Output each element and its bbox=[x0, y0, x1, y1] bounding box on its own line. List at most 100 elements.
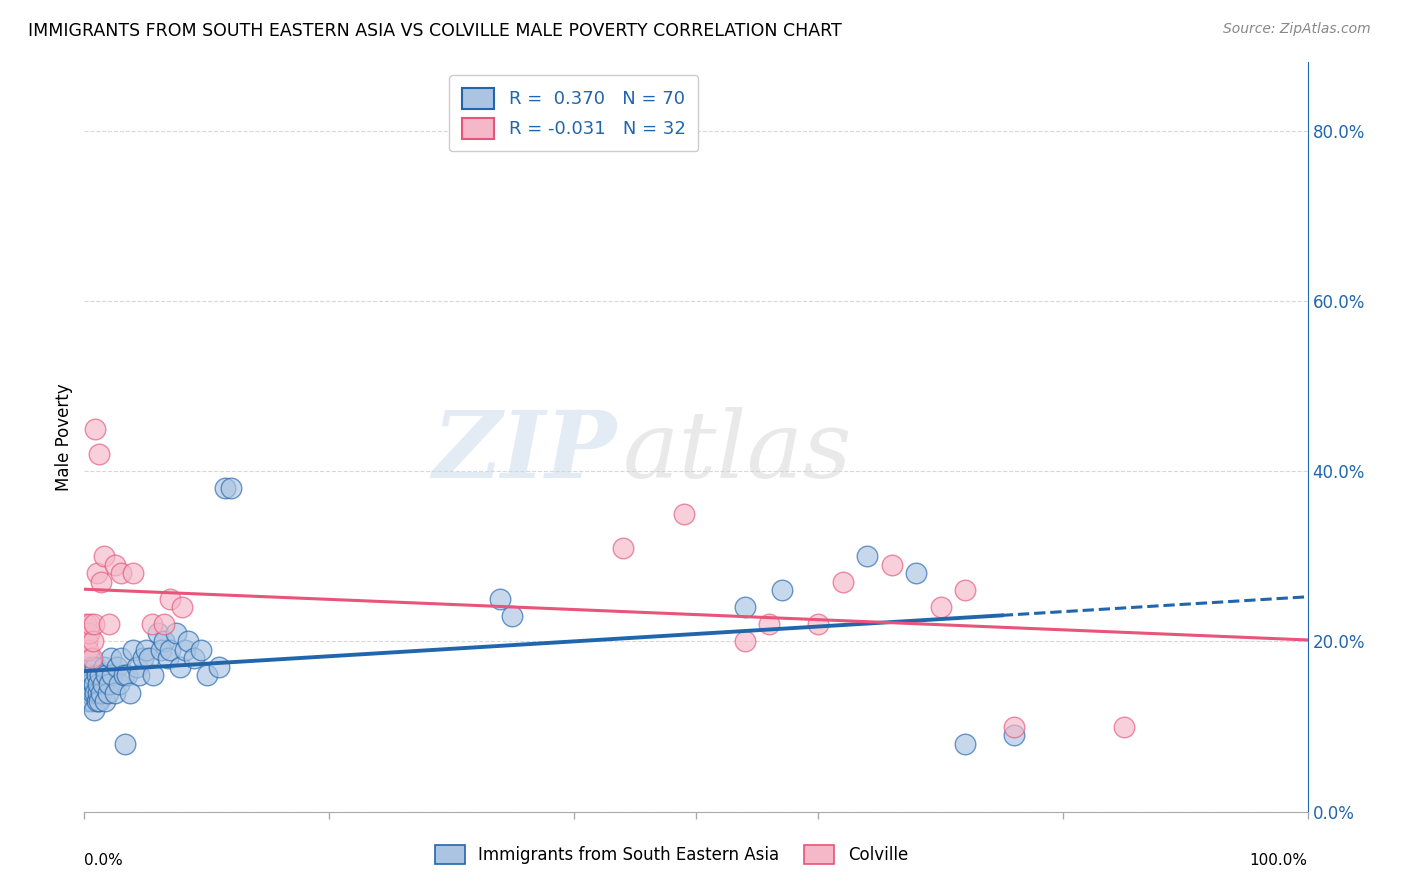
Point bbox=[110, 651, 132, 665]
Point bbox=[953, 737, 976, 751]
Point bbox=[672, 507, 695, 521]
Point bbox=[122, 566, 145, 581]
Point bbox=[114, 737, 136, 751]
Point bbox=[138, 651, 160, 665]
Point bbox=[190, 643, 212, 657]
Point bbox=[153, 634, 176, 648]
Point bbox=[82, 668, 104, 682]
Point bbox=[77, 677, 100, 691]
Point bbox=[79, 617, 101, 632]
Point bbox=[82, 634, 104, 648]
Point bbox=[219, 481, 242, 495]
Point bbox=[104, 685, 127, 699]
Point bbox=[195, 668, 218, 682]
Point bbox=[165, 626, 187, 640]
Point bbox=[856, 549, 879, 564]
Point bbox=[173, 643, 195, 657]
Y-axis label: Male Poverty: Male Poverty bbox=[55, 384, 73, 491]
Point bbox=[112, 668, 135, 682]
Point bbox=[105, 660, 128, 674]
Point bbox=[905, 566, 928, 581]
Point bbox=[214, 481, 236, 495]
Point bbox=[80, 694, 103, 708]
Text: Source: ZipAtlas.com: Source: ZipAtlas.com bbox=[1223, 22, 1371, 37]
Point bbox=[489, 591, 512, 606]
Point bbox=[87, 677, 110, 691]
Point bbox=[177, 634, 200, 648]
Point bbox=[150, 643, 173, 657]
Point bbox=[142, 668, 165, 682]
Point bbox=[153, 617, 176, 632]
Point bbox=[86, 566, 108, 581]
Point bbox=[80, 651, 103, 665]
Point bbox=[770, 583, 793, 598]
Point bbox=[122, 643, 145, 657]
Point bbox=[77, 668, 100, 682]
Point bbox=[75, 685, 97, 699]
Point bbox=[159, 591, 181, 606]
Point bbox=[502, 608, 524, 623]
Point bbox=[90, 574, 112, 589]
Point bbox=[1002, 720, 1025, 734]
Point bbox=[880, 558, 903, 572]
Point bbox=[86, 694, 108, 708]
Point bbox=[100, 651, 122, 665]
Point bbox=[110, 566, 132, 581]
Text: 0.0%: 0.0% bbox=[84, 853, 124, 868]
Point bbox=[79, 651, 101, 665]
Point bbox=[807, 617, 830, 632]
Point bbox=[125, 660, 148, 674]
Point bbox=[107, 677, 129, 691]
Point bbox=[612, 541, 634, 555]
Point bbox=[94, 694, 117, 708]
Point bbox=[77, 694, 100, 708]
Text: 100.0%: 100.0% bbox=[1250, 853, 1308, 868]
Point bbox=[758, 617, 780, 632]
Point bbox=[159, 643, 181, 657]
Point bbox=[734, 634, 756, 648]
Point bbox=[79, 677, 101, 691]
Point bbox=[77, 685, 100, 699]
Point bbox=[115, 668, 138, 682]
Point bbox=[1114, 720, 1136, 734]
Point bbox=[118, 685, 141, 699]
Point bbox=[146, 626, 169, 640]
Point bbox=[93, 549, 115, 564]
Point bbox=[96, 668, 118, 682]
Point bbox=[84, 421, 107, 435]
Point bbox=[1002, 728, 1025, 742]
Point bbox=[75, 617, 97, 632]
Text: IMMIGRANTS FROM SOUTH EASTERN ASIA VS COLVILLE MALE POVERTY CORRELATION CHART: IMMIGRANTS FROM SOUTH EASTERN ASIA VS CO… bbox=[28, 22, 842, 40]
Point bbox=[734, 600, 756, 615]
Point bbox=[82, 685, 104, 699]
Point bbox=[101, 668, 124, 682]
Point bbox=[90, 685, 112, 699]
Point bbox=[89, 668, 111, 682]
Point bbox=[97, 617, 120, 632]
Point bbox=[84, 685, 107, 699]
Point bbox=[83, 677, 105, 691]
Point bbox=[156, 651, 179, 665]
Point bbox=[84, 660, 107, 674]
Point bbox=[953, 583, 976, 598]
Point bbox=[97, 677, 120, 691]
Point bbox=[87, 447, 110, 461]
Point bbox=[128, 668, 150, 682]
Point bbox=[86, 668, 108, 682]
Point bbox=[183, 651, 205, 665]
Point bbox=[83, 702, 105, 716]
Point bbox=[91, 677, 114, 691]
Point bbox=[169, 660, 191, 674]
Point bbox=[104, 558, 127, 572]
Point bbox=[831, 574, 853, 589]
Point bbox=[135, 643, 157, 657]
Point bbox=[83, 617, 105, 632]
Point bbox=[76, 660, 98, 674]
Point bbox=[929, 600, 952, 615]
Text: ZIP: ZIP bbox=[432, 407, 616, 497]
Point bbox=[76, 634, 98, 648]
Point bbox=[77, 626, 100, 640]
Legend: Immigrants from South Eastern Asia, Colville: Immigrants from South Eastern Asia, Colv… bbox=[429, 838, 915, 871]
Point bbox=[87, 685, 110, 699]
Point bbox=[76, 668, 98, 682]
